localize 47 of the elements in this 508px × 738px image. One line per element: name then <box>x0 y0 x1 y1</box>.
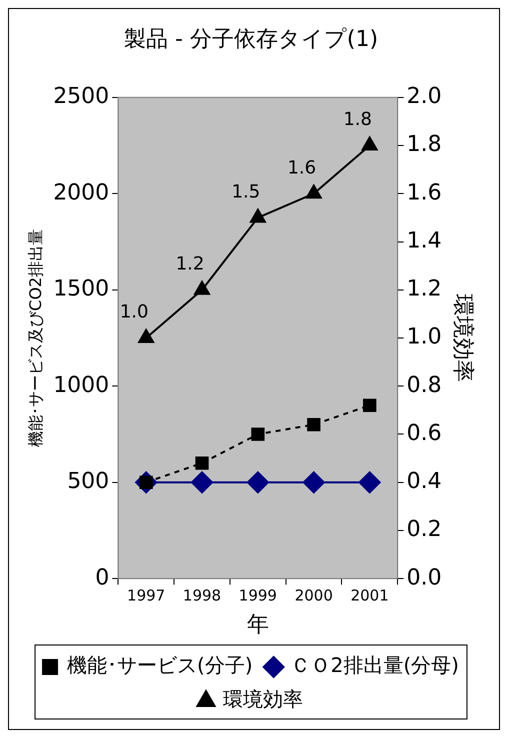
y2-tick-label: 1.6 <box>406 180 442 206</box>
point <box>194 280 210 295</box>
x-tick-label: 1997 <box>127 586 166 604</box>
point <box>363 398 376 412</box>
point <box>307 418 320 432</box>
chart-title: 製品 - 分子依存タイプ(1) <box>124 26 378 52</box>
y-tick-label: 1500 <box>53 276 110 302</box>
point <box>250 208 266 223</box>
y2-tick-label: 1.8 <box>406 132 442 158</box>
data-label: 1.5 <box>232 181 260 202</box>
y2-tick-label: 0.8 <box>406 372 442 398</box>
data-label: 1.8 <box>343 109 372 130</box>
y-axis-title: 機能･サービス及びCO2排出量 <box>26 229 45 447</box>
y2-tick-label: 1.2 <box>406 276 442 302</box>
point <box>362 136 378 151</box>
x-tick-label: 1998 <box>182 586 222 604</box>
point <box>195 456 209 470</box>
legend-label: 環境効率 <box>223 687 303 712</box>
point <box>246 471 269 494</box>
data-label: 1.6 <box>287 157 316 178</box>
data-label: 1.0 <box>120 302 148 323</box>
x-tick-label: 2000 <box>294 586 333 604</box>
y-tick-label: 0 <box>95 565 110 590</box>
point <box>191 471 214 494</box>
y2-tick-label: 0.0 <box>406 565 442 590</box>
y2-tick-label: 0.2 <box>406 517 442 542</box>
y2-tick-label: 0.4 <box>406 469 442 494</box>
y2-tick-label: 0.6 <box>406 420 442 446</box>
x-axis-title: 年 <box>246 612 269 638</box>
point <box>251 428 265 441</box>
data-label: 1.2 <box>176 254 204 275</box>
y-tick-label: 1000 <box>53 372 110 398</box>
y-tick-label: 2000 <box>53 180 110 206</box>
y-tick-label: 2500 <box>53 84 110 110</box>
y2-tick-label: 1.0 <box>406 324 442 350</box>
legend-label: 機能･サービス(分子) <box>67 653 253 678</box>
x-tick-label: 1999 <box>238 586 277 604</box>
y2-tick-label: 2.0 <box>406 84 442 110</box>
y-tick-label: 500 <box>67 469 110 494</box>
legend-label: ＣＯ2排出量(分母) <box>290 653 459 678</box>
point <box>306 184 322 199</box>
point <box>358 471 381 494</box>
y2-axis-title: 環境効率 <box>450 294 476 382</box>
y2-tick-label: 1.4 <box>406 228 442 254</box>
point <box>138 329 154 343</box>
point <box>302 471 325 494</box>
x-tick-label: 2001 <box>350 586 389 604</box>
